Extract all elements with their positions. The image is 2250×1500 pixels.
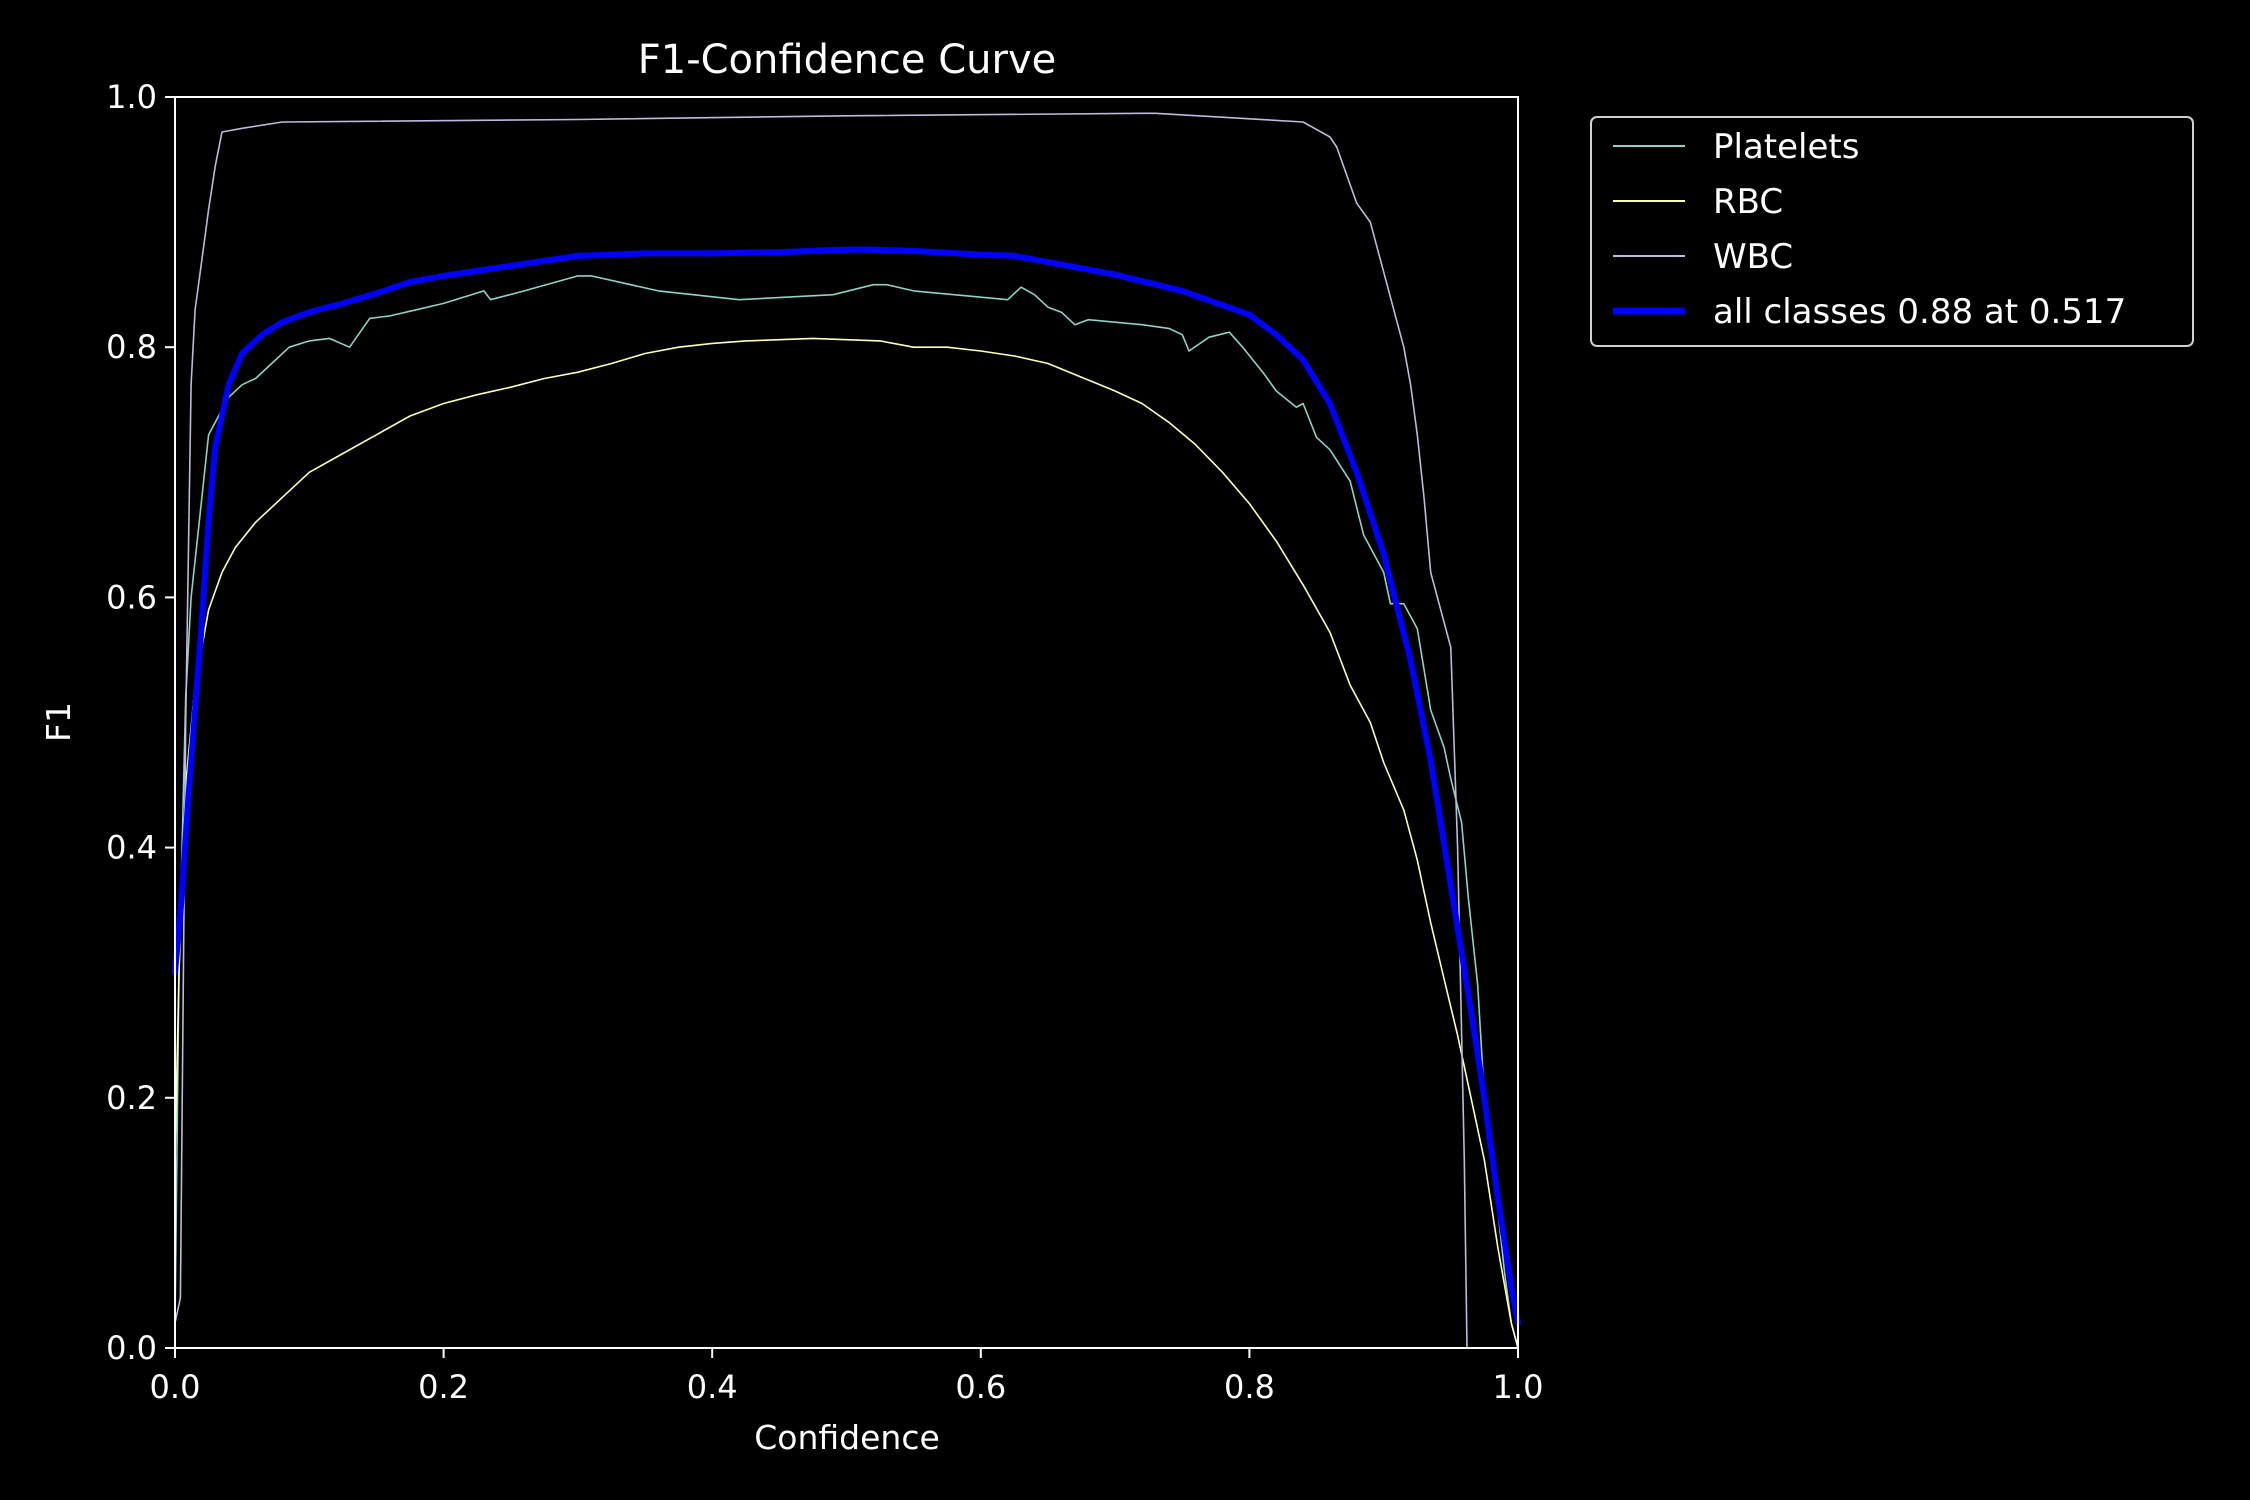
- y-tick-label: 0.2: [106, 1079, 157, 1117]
- y-tick-label: 0.8: [106, 328, 157, 366]
- series-line-1: [174, 337, 1519, 1349]
- legend-label-2: WBC: [1713, 237, 1793, 277]
- x-tick-label: 0.2: [418, 1368, 469, 1406]
- plot-lines: [172, 112, 1521, 1349]
- series-line-0: [174, 275, 1519, 1349]
- legend: Platelets RBC WBC all classes 0.88 at 0.517: [1590, 116, 2194, 347]
- y-axis-label: F1: [39, 702, 78, 742]
- plot-frame: [174, 96, 1519, 1349]
- y-tick-label: 0.6: [106, 578, 157, 616]
- y-axis-ticks: 0.0 0.2 0.4 0.6 0.8 1.0: [106, 78, 175, 1367]
- x-tick-label: 0.8: [1224, 1368, 1275, 1406]
- y-tick-label: 0.4: [106, 829, 157, 867]
- x-tick-label: 0.6: [955, 1368, 1006, 1406]
- x-axis-ticks: 0.0 0.2 0.4 0.6 0.8 1.0: [150, 1348, 1544, 1406]
- series-line-3: [172, 246, 1521, 1326]
- y-tick-label: 0.0: [106, 1329, 157, 1367]
- chart-title: F1-Confidence Curve: [638, 37, 1057, 83]
- legend-label-3: all classes 0.88 at 0.517: [1713, 292, 2126, 332]
- legend-label-1: RBC: [1713, 182, 1783, 222]
- series-line-2: [174, 112, 1468, 1349]
- x-tick-label: 1.0: [1493, 1368, 1544, 1406]
- x-tick-label: 0.4: [687, 1368, 738, 1406]
- x-axis-label: Confidence: [754, 1418, 940, 1457]
- y-tick-label: 1.0: [106, 78, 157, 116]
- legend-box: [1590, 116, 2194, 347]
- legend-label-0: Platelets: [1713, 127, 1859, 167]
- x-tick-label: 0.0: [150, 1368, 201, 1406]
